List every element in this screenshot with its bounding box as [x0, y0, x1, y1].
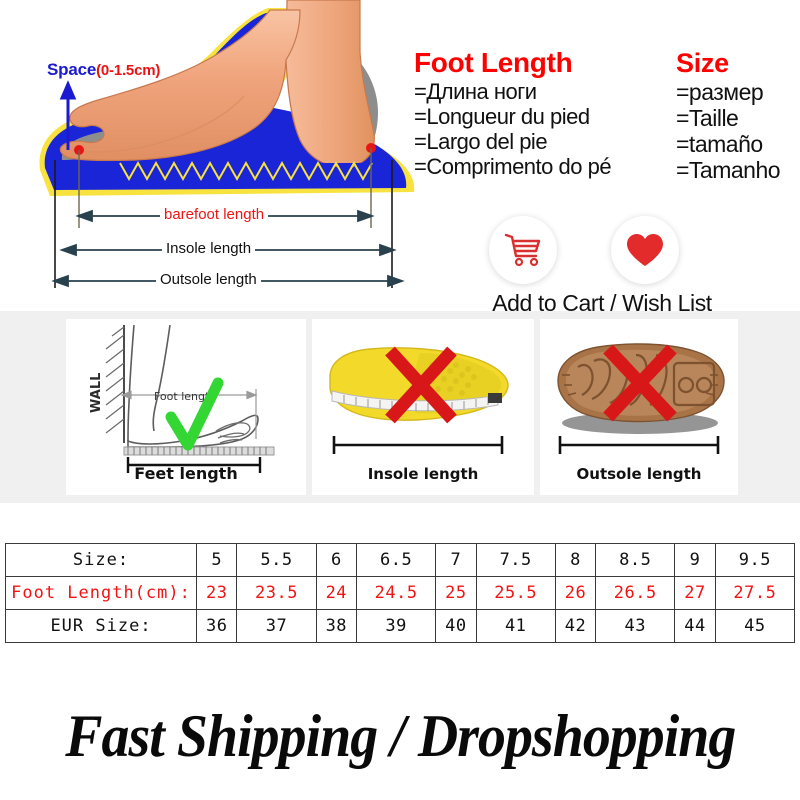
- feet-length-illustration: Foot length WALL: [89, 324, 275, 473]
- panel-caption: Feet length: [134, 464, 238, 483]
- outsole-edge-stitch: [562, 374, 718, 396]
- size-ru: =размер: [676, 79, 764, 105]
- panel-caption: Insole length: [367, 465, 479, 483]
- banner-text: Fast Shipping / Dropshopping: [64, 702, 736, 769]
- size-heading: Size: [676, 48, 729, 78]
- table-cell: 24.5: [356, 576, 437, 610]
- table-cell: 6.5: [356, 543, 437, 577]
- table-cell: 6: [315, 543, 358, 577]
- foot-length-pt: =Comprimento do pé: [414, 154, 612, 179]
- size-es: =tamaño: [676, 131, 763, 157]
- size-conversion-table: Size: 5 5.5 6 6.5 7 7.5 8 8.5 9 9.5 Foot…: [5, 543, 796, 643]
- table-cell: 43: [595, 609, 676, 643]
- table-cell: 26.5: [595, 576, 676, 610]
- table-cell: 25: [435, 576, 477, 610]
- foot-length-es: =Largo del pie: [414, 129, 548, 154]
- heart-icon: [627, 234, 663, 266]
- table-cell: 23: [195, 576, 238, 610]
- row-label: EUR Size:: [5, 609, 197, 643]
- foot-length-heading: Foot Length: [414, 47, 573, 78]
- barefoot-length-label: barefoot length: [160, 206, 269, 223]
- table-cell: 7: [435, 543, 477, 577]
- panel-outsole-length: Outsole length: [540, 319, 738, 495]
- shopping-cart-icon: [504, 233, 541, 267]
- table-cell: 26: [554, 576, 597, 610]
- table-cell: 38: [315, 609, 358, 643]
- row-label: Size:: [5, 543, 197, 577]
- wall-label: WALL: [89, 373, 104, 413]
- insole-length-label: Insole length: [162, 240, 256, 257]
- tape-end: [488, 393, 502, 403]
- table-cell: 7.5: [475, 543, 556, 577]
- table-cell: 27.5: [714, 576, 796, 610]
- table-cell: 8.5: [595, 543, 676, 577]
- table-cell: 25.5: [475, 576, 556, 610]
- table-cell: 36: [195, 609, 238, 643]
- foot-length-column: Foot Length =Длина ноги =Longueur du pie…: [414, 47, 679, 180]
- table-cell: 9.5: [714, 543, 796, 577]
- foot-length-ru: =Длина ноги: [414, 79, 537, 104]
- table-cell: 41: [475, 609, 556, 643]
- outsole-illustration: [557, 343, 725, 454]
- shipping-banner: Fast Shipping / Dropshopping: [0, 672, 800, 800]
- table-cell: 5.5: [236, 543, 317, 577]
- foot-length-fr: =Longueur du pied: [414, 104, 590, 129]
- shoe-tread-outline: [119, 160, 373, 182]
- barefoot-arrow: [75, 209, 375, 223]
- foot: [59, 9, 301, 161]
- table-row-size: Size: 5 5.5 6 6.5 7 7.5 8 8.5 9 9.5: [5, 543, 796, 577]
- table-row-foot-length: Foot Length(cm): 23 23.5 24 24.5 25 25.5…: [5, 576, 796, 610]
- cross-mark: [385, 346, 457, 424]
- table-cell: 5: [195, 543, 238, 577]
- bottom-measure-bar: [126, 457, 262, 473]
- table-cell: 24: [315, 576, 358, 610]
- table-cell: 40: [435, 609, 477, 643]
- table-cell: 39: [356, 609, 437, 643]
- panel-insole-length: Insole length: [312, 319, 534, 495]
- row-label: Foot Length(cm):: [5, 576, 197, 610]
- table-cell: 42: [554, 609, 597, 643]
- table-cell: 37: [236, 609, 317, 643]
- wall-hatching: [105, 326, 125, 434]
- table-cell: 8: [554, 543, 597, 577]
- cross-mark: [603, 344, 677, 422]
- foot-shoe-diagram: Space(0-1.5cm) barefoot length Insole le…: [0, 0, 430, 300]
- add-to-wishlist-button[interactable]: [611, 216, 679, 284]
- space-label: Space(0-1.5cm): [47, 60, 161, 79]
- check-mark: [165, 377, 224, 451]
- bottom-measure-bar: [558, 436, 720, 454]
- ruler-ticks: [127, 447, 267, 455]
- foot-shading: [69, 95, 245, 153]
- table-cell: 23.5: [236, 576, 317, 610]
- outer-guide-lines: [54, 160, 393, 288]
- table-cell: 27: [674, 576, 716, 610]
- size-fr: =Taille: [676, 105, 739, 131]
- table-cell: 45: [714, 609, 796, 643]
- foot-diagram-svg: [39, 0, 415, 288]
- size-column: Size =размер =Taille =tamaño =Tamanho: [676, 48, 800, 183]
- heel-block: [672, 361, 716, 407]
- add-to-cart-button[interactable]: [489, 216, 557, 284]
- inner-measure-arrow: [120, 389, 258, 439]
- toes: [215, 422, 251, 444]
- bottom-measure-bar: [332, 436, 504, 454]
- panel-inner-label: Foot length: [154, 390, 216, 403]
- panel-feet-length: Foot length WALL: [66, 319, 306, 495]
- space-arrow: [59, 80, 77, 150]
- table-cell: 9: [674, 543, 716, 577]
- panel-caption: Outsole length: [576, 465, 702, 483]
- table-row-eur-size: EUR Size: 36 37 38 39 40 41 42 43 44 45: [5, 609, 796, 643]
- table-cell: 44: [674, 609, 716, 643]
- outsole-length-label: Outsole length: [156, 271, 261, 288]
- shoe-tread: [120, 163, 372, 179]
- measurement-method-panels: Foot length WALL: [0, 311, 800, 503]
- insole-illustration: [329, 346, 509, 454]
- size-pt: =Tamanho: [676, 157, 781, 183]
